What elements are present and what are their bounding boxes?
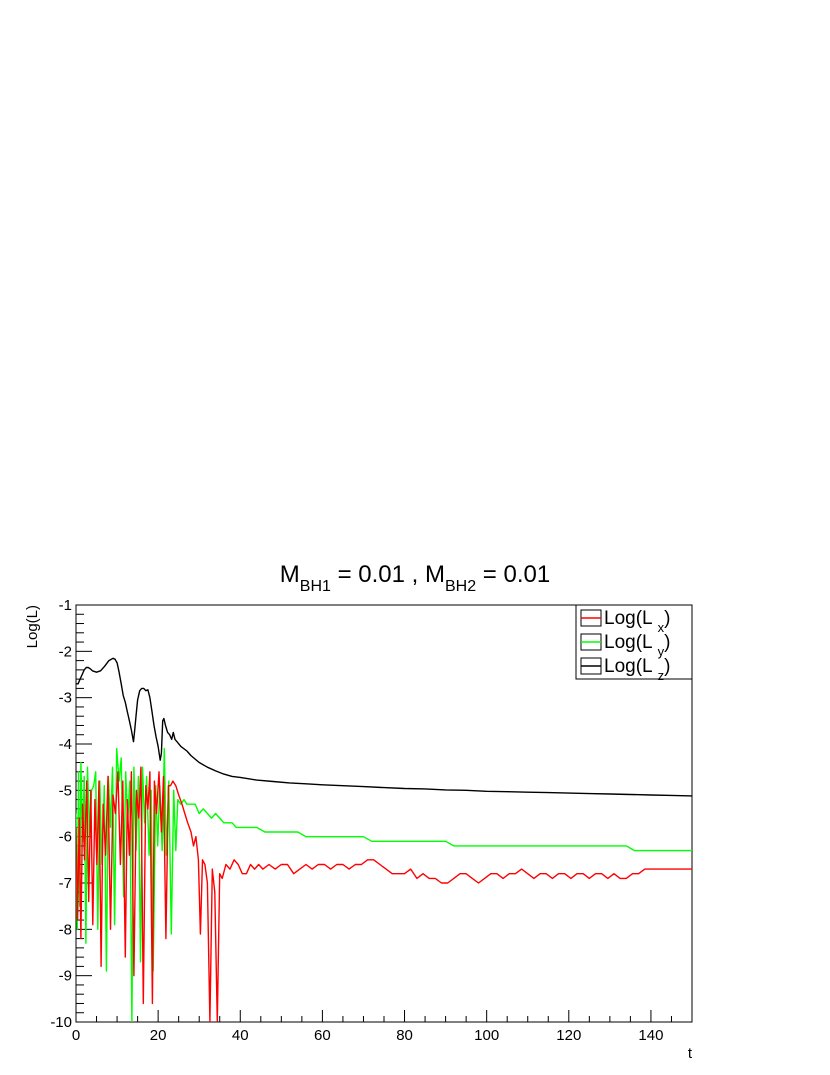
chart-title: MBH1 = 0.01 , MBH2 = 0.01: [280, 561, 550, 595]
y-tick-label: -4: [59, 736, 72, 753]
title-space: [476, 561, 483, 588]
legend-label: Log(L x): [604, 608, 670, 635]
series-line-y: [76, 747, 692, 1022]
x-tick-label: 120: [556, 1027, 581, 1044]
legend-base: Log(L: [604, 656, 653, 677]
x-tick-label: 40: [232, 1027, 249, 1044]
x-tick-label: 0: [72, 1027, 80, 1044]
x-tick-label: 60: [314, 1027, 331, 1044]
legend-subscript: x: [658, 620, 665, 635]
legend-base: Log(L: [604, 632, 653, 653]
legend-subscript: y: [658, 644, 665, 659]
title-part: = 0.01 , M: [338, 561, 445, 588]
y-tick-label: -1: [59, 597, 72, 614]
legend-label: Log(L y): [604, 632, 670, 659]
y-tick-label: -8: [59, 921, 72, 938]
y-tick-label: -5: [59, 782, 72, 799]
axes: 0 20 40 60 80 100 120 140 -10 -9 -8 -7 -6 -5 -4 -3 -2 -1 t…: [24, 597, 693, 1062]
title-part: = 0.01: [483, 561, 550, 588]
x-tick-label: 100: [474, 1027, 499, 1044]
y-tick-label: -2: [59, 643, 72, 660]
x-tick-label: 20: [150, 1027, 167, 1044]
y-tick-label: -9: [59, 968, 72, 985]
legend-base: Log(L: [604, 608, 653, 629]
title-subscript: BH2: [445, 578, 476, 595]
legend-close: ): [664, 632, 670, 653]
series-lines: [76, 657, 692, 1022]
y-tick-label: -3: [59, 690, 72, 707]
title-subscript: BH1: [300, 578, 331, 595]
legend-label: Log(L z): [604, 656, 670, 683]
title-text: MBH1 = 0.01 , MBH2 = 0.01: [280, 561, 550, 595]
y-axis-label: Log(L): [24, 605, 41, 648]
x-axis-label: t: [688, 1045, 693, 1062]
legend-close: ): [664, 608, 670, 629]
x-tick-label: 80: [396, 1027, 413, 1044]
title-space: [331, 561, 338, 588]
x-tick-label: 140: [638, 1027, 663, 1044]
y-tick-label: -10: [50, 1014, 72, 1031]
series-line-z: [76, 657, 692, 797]
legend: Log(L x) Log(L y) Log(L z): [575, 604, 693, 683]
y-tick-label: -6: [59, 829, 72, 846]
y-tick-label: -7: [59, 875, 72, 892]
legend-close: ): [664, 656, 670, 677]
legend-subscript: z: [658, 668, 665, 683]
title-part: M: [280, 561, 300, 588]
series-line-x: [76, 766, 692, 1022]
